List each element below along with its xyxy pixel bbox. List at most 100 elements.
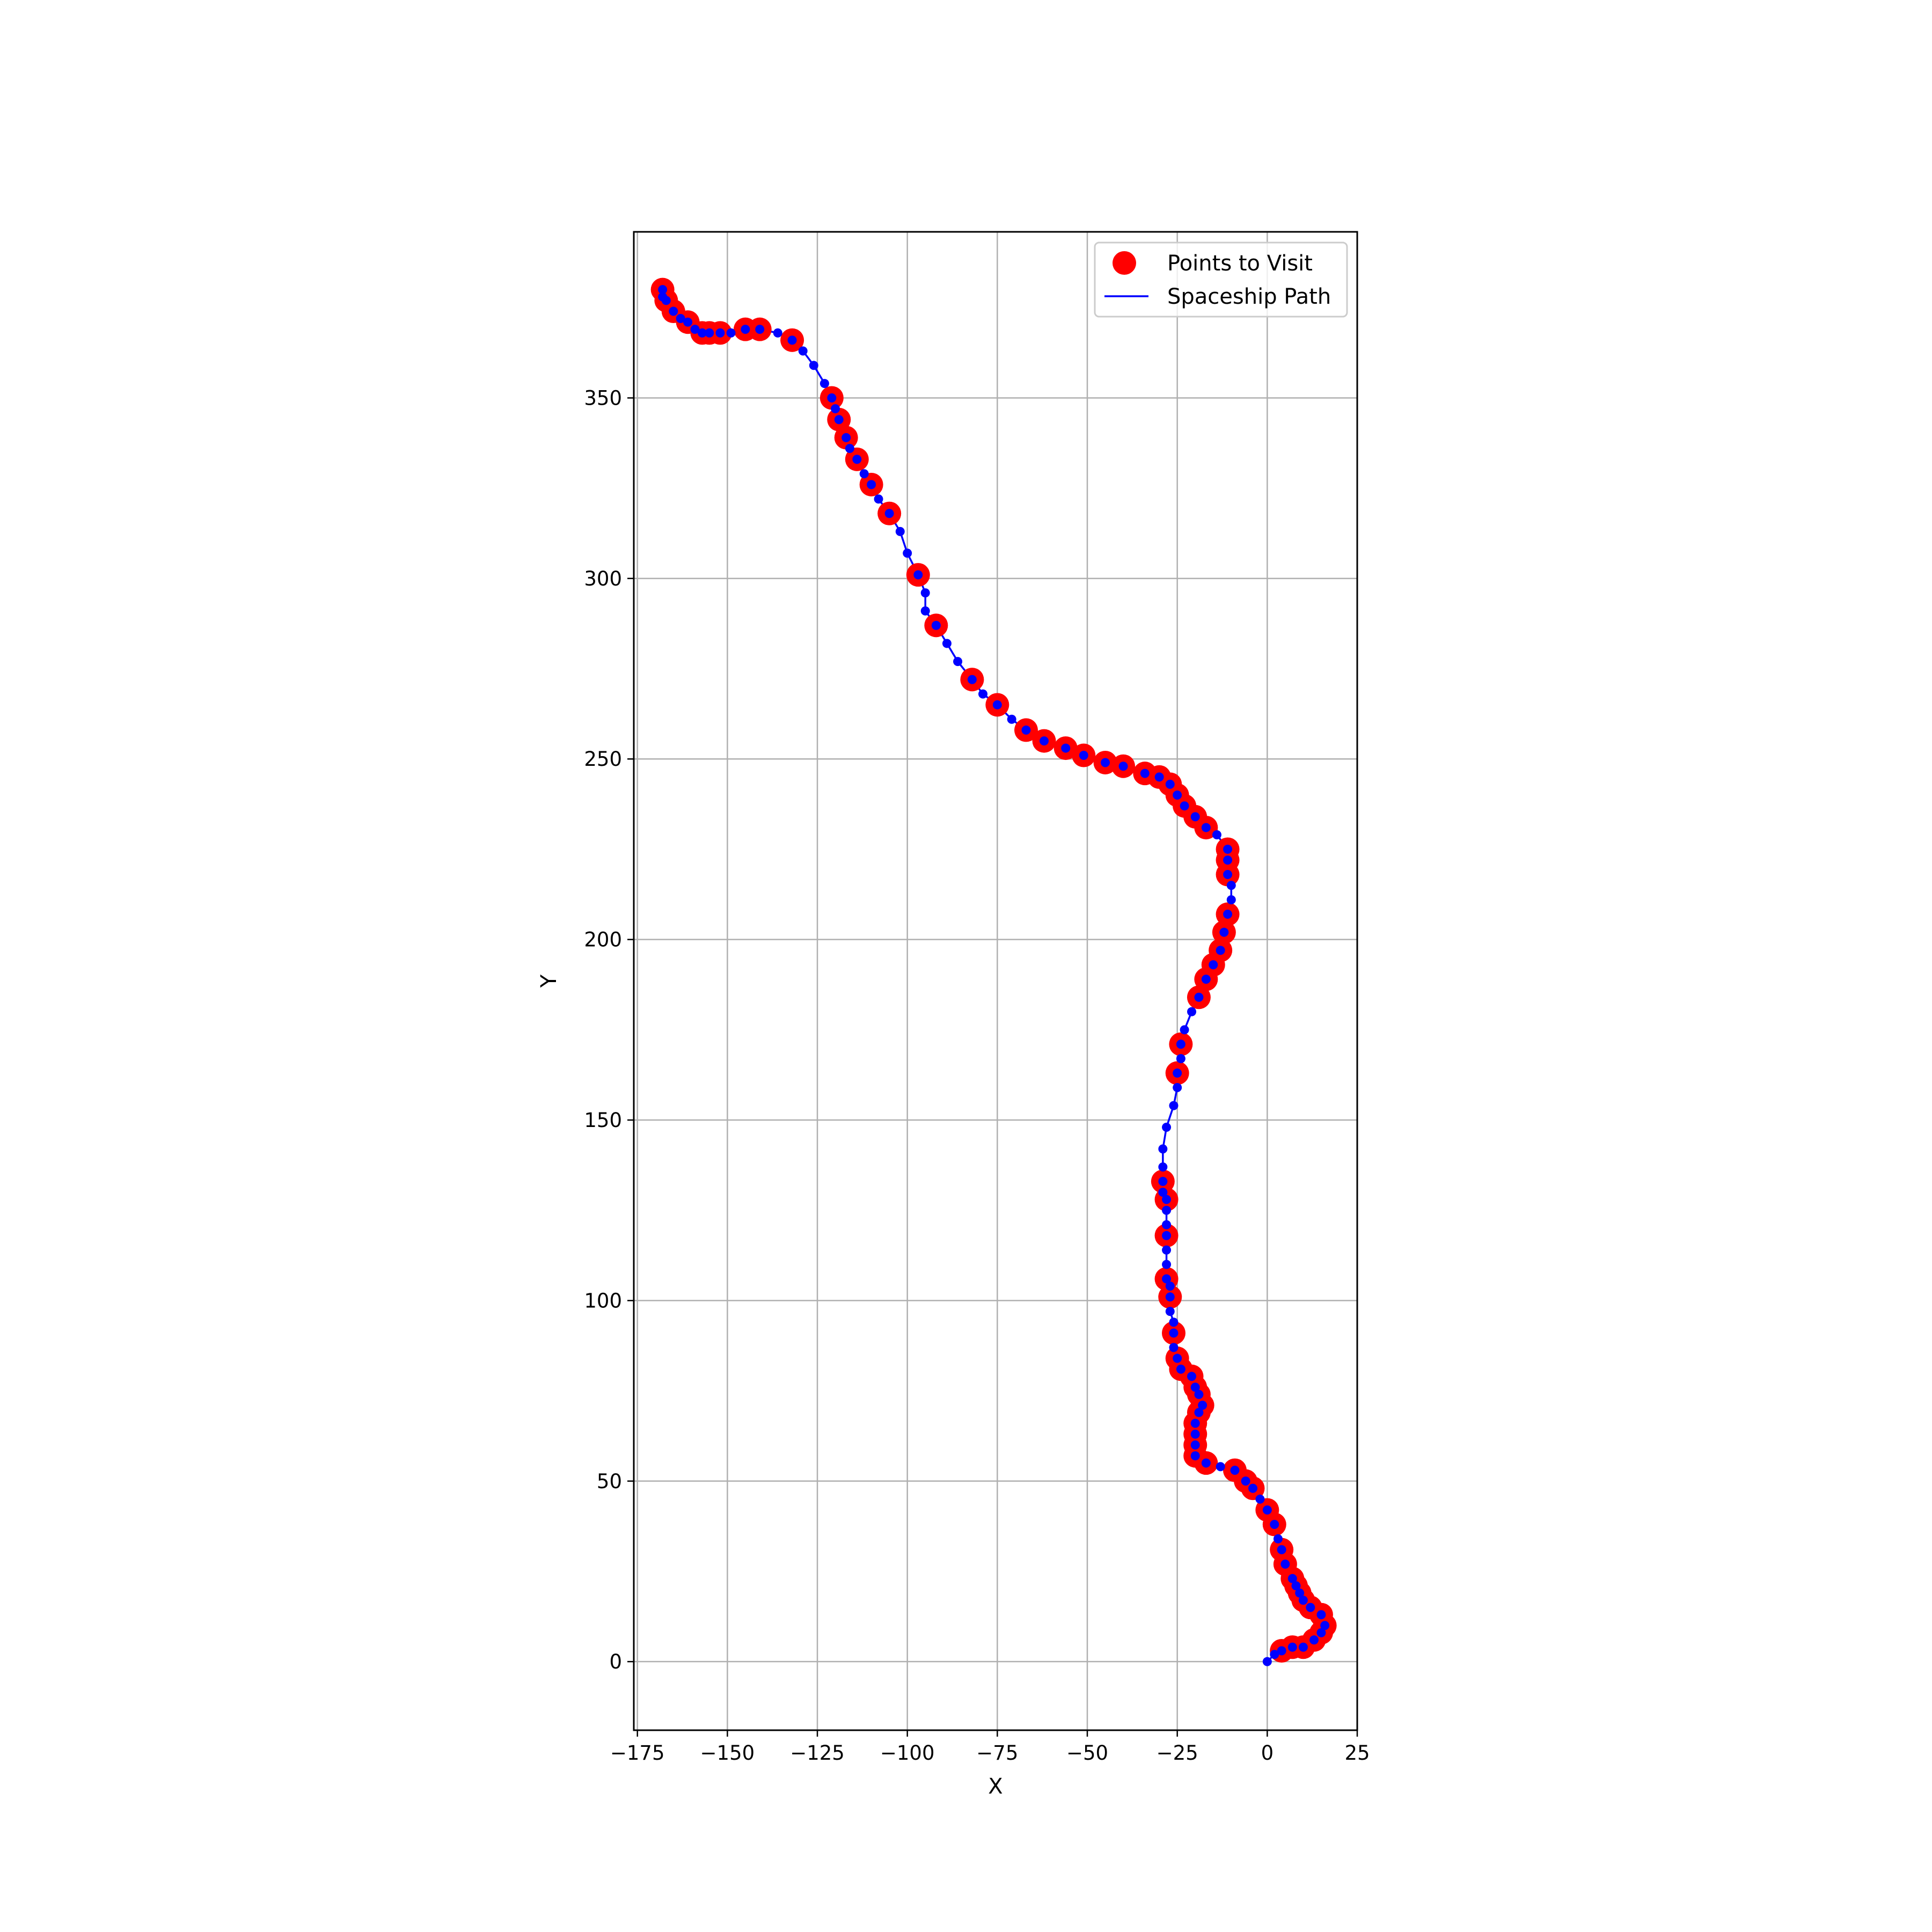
- y-axis-label: Y: [537, 974, 561, 988]
- path-waypoint-dot: [690, 325, 700, 334]
- path-waypoint-dot: [1216, 946, 1225, 955]
- path-waypoint-dot: [1176, 1364, 1185, 1374]
- path-waypoint-dot: [942, 639, 952, 648]
- path-waypoint-dot: [1287, 1642, 1297, 1652]
- path-waypoint-dot: [1277, 1646, 1286, 1656]
- path-waypoint-dot: [1169, 1328, 1179, 1338]
- path-waypoint-dot: [867, 480, 876, 489]
- path-waypoint-dot: [1190, 1382, 1200, 1392]
- path-waypoint-dot: [1165, 779, 1175, 789]
- path-waypoint-dot: [1316, 1628, 1326, 1637]
- path-waypoint-dot: [1169, 1101, 1179, 1110]
- path-waypoint-dot: [715, 328, 725, 338]
- path-waypoint-dot: [1173, 1353, 1182, 1363]
- path-waypoint-dot: [726, 328, 736, 338]
- path-waypoint-dot: [1309, 1635, 1319, 1645]
- path-dots-layer: [658, 285, 1330, 1666]
- path-waypoint-dot: [669, 306, 678, 316]
- y-tick-label: 150: [584, 1109, 622, 1132]
- plot-frame: [633, 231, 1358, 1731]
- path-waypoint-dot: [1320, 1621, 1330, 1630]
- path-waypoint-dot: [798, 346, 808, 356]
- path-waypoint-dot: [1180, 1025, 1189, 1035]
- path-waypoint-dot: [1173, 1069, 1182, 1078]
- path-waypoint-dot: [697, 328, 707, 338]
- y-tick-label: 100: [584, 1289, 622, 1312]
- path-waypoint-dot: [1154, 772, 1164, 782]
- path-waypoint-dot: [1201, 823, 1211, 832]
- path-waypoint-dot: [1162, 1195, 1172, 1204]
- x-tick-label: 0: [1261, 1741, 1274, 1765]
- path-waypoint-dot: [852, 455, 862, 464]
- path-waypoint-dot: [874, 494, 883, 504]
- path-waypoint-dot: [1165, 1292, 1175, 1302]
- legend-label-points-to-visit: Points to Visit: [1167, 251, 1313, 276]
- path-waypoint-dot: [1162, 1231, 1172, 1240]
- path-waypoint-dot: [992, 700, 1002, 709]
- path-waypoint-dot: [1021, 725, 1031, 735]
- path-waypoint-dot: [1118, 762, 1128, 771]
- path-waypoint-dot: [1165, 1281, 1175, 1291]
- path-waypoint-dot: [1223, 870, 1233, 880]
- path-waypoint-dot: [1162, 1260, 1172, 1269]
- path-waypoint-dot: [1270, 1520, 1279, 1529]
- path-waypoint-dot: [1187, 1007, 1197, 1016]
- x-tick-label: 25: [1344, 1741, 1370, 1765]
- path-waypoint-dot: [1158, 1176, 1168, 1186]
- legend-label-spaceship-path: Spaceship Path: [1167, 284, 1331, 309]
- path-waypoint-dot: [1295, 1588, 1305, 1598]
- path-waypoint-dot: [859, 469, 869, 479]
- path-waypoint-dot: [1190, 1429, 1200, 1439]
- path-waypoint-dot: [967, 675, 977, 684]
- path-waypoint-dot: [676, 313, 685, 323]
- path-waypoint-dot: [1162, 1122, 1172, 1132]
- path-waypoint-dot: [1198, 1401, 1208, 1410]
- path-waypoint-dot: [1079, 751, 1088, 760]
- path-waypoint-dot: [1201, 1458, 1211, 1468]
- path-waypoint-dot: [1190, 1418, 1200, 1428]
- path-waypoint-dot: [1262, 1505, 1272, 1515]
- x-tick-label: −125: [790, 1741, 845, 1765]
- path-waypoint-dot: [1248, 1483, 1258, 1493]
- path-waypoint-dot: [1255, 1494, 1265, 1504]
- legend-box: [1094, 241, 1348, 318]
- path-waypoint-dot: [1216, 1462, 1225, 1472]
- path-waypoint-dot: [1158, 1162, 1168, 1172]
- path-waypoint-dot: [1162, 1205, 1172, 1215]
- x-tick-label: −25: [1157, 1741, 1198, 1765]
- path-waypoint-dot: [1176, 1040, 1185, 1049]
- x-tick-label: −150: [700, 1741, 755, 1765]
- path-waypoint-dot: [1223, 844, 1233, 854]
- x-tick-label: −50: [1066, 1741, 1108, 1765]
- path-waypoint-dot: [1169, 1318, 1179, 1327]
- y-tick-label: 50: [597, 1470, 622, 1493]
- path-waypoint-dot: [773, 328, 782, 338]
- path-waypoint-dot: [1280, 1560, 1290, 1569]
- path-waypoint-dot: [920, 606, 930, 616]
- path-waypoint-dot: [683, 317, 693, 327]
- path-waypoint-dot: [1226, 881, 1236, 890]
- path-waypoint-dot: [1165, 1307, 1175, 1316]
- path-waypoint-dot: [1223, 910, 1233, 919]
- path-waypoint-dot: [827, 393, 837, 402]
- path-waypoint-dot: [1194, 1408, 1204, 1417]
- path-waypoint-dot: [1201, 975, 1211, 984]
- path-waypoint-dot: [953, 657, 963, 667]
- path-waypoint-dot: [1173, 791, 1182, 800]
- path-waypoint-dot: [1277, 1545, 1286, 1555]
- path-waypoint-dot: [705, 328, 714, 338]
- path-waypoint-dot: [1173, 1082, 1182, 1092]
- path-waypoint-dot: [1241, 1476, 1250, 1486]
- path-waypoint-dot: [1209, 960, 1218, 970]
- path-waypoint-dot: [1176, 1054, 1185, 1064]
- path-waypoint-dot: [1169, 1343, 1179, 1352]
- path-waypoint-dot: [1187, 1372, 1197, 1381]
- path-waypoint-dot: [819, 379, 829, 389]
- path-waypoint-dot: [1291, 1581, 1301, 1591]
- path-waypoint-dot: [1316, 1610, 1326, 1620]
- path-waypoint-dot: [741, 325, 750, 334]
- legend-points-marker: [1113, 251, 1136, 275]
- path-waypoint-dot: [1158, 1188, 1168, 1197]
- path-waypoint-dot: [1162, 1274, 1172, 1284]
